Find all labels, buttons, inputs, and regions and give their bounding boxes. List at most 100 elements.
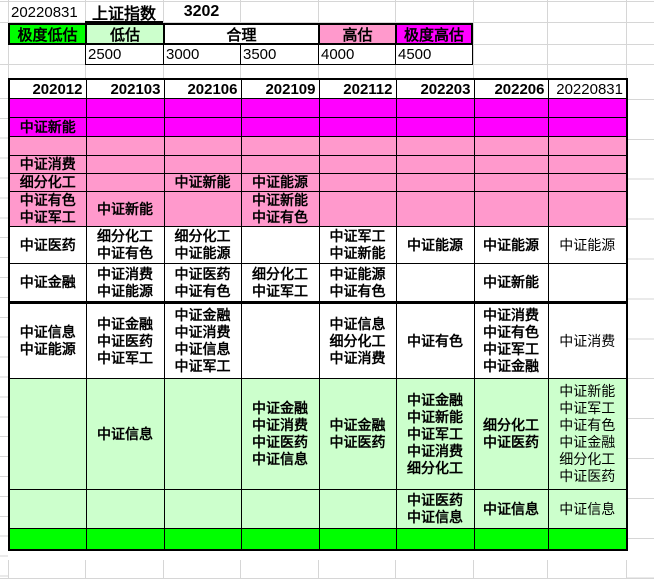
cell-20220831-r1[interactable]	[547, 117, 628, 137]
cell-20220831-r8[interactable]: 中证消费	[547, 302, 628, 379]
scale-extreme-undervalued[interactable]: 极度低估	[10, 25, 85, 44]
threshold-4000[interactable]: 4000	[318, 44, 395, 64]
column-header-202206[interactable]: 202206	[473, 78, 549, 99]
cell-202109-r8[interactable]	[240, 302, 320, 379]
cell-202112-r8[interactable]: 中证信息 细分化工 中证消费	[318, 302, 397, 379]
cell-20220831-r0[interactable]	[547, 98, 628, 118]
cell-202012-r4[interactable]: 细分化工	[8, 173, 87, 192]
cell-20220831-r6[interactable]: 中证能源	[547, 226, 628, 264]
cell-202203-r1[interactable]	[395, 117, 475, 137]
cell-202103-r2[interactable]	[85, 136, 165, 156]
cell-202103-r6[interactable]: 细分化工 中证有色	[85, 226, 165, 264]
cell-202109-r7[interactable]: 细分化工 中证军工	[240, 263, 320, 304]
cell-202112-r6[interactable]: 中证军工 中证新能	[318, 226, 397, 264]
cell-202012-r8[interactable]: 中证信息 中证能源	[8, 302, 87, 379]
column-header-202106[interactable]: 202106	[163, 78, 242, 99]
cell-202203-r9[interactable]: 中证金融 中证新能 中证军工 中证消费 细分化工	[395, 378, 475, 490]
cell-202012-r2[interactable]	[8, 136, 87, 156]
cell-202103-r8[interactable]: 中证金融 中证医药 中证军工	[85, 302, 165, 379]
cell-202109-r0[interactable]	[240, 98, 320, 118]
cell-202206-r0[interactable]	[473, 98, 549, 118]
threshold-2500[interactable]: 2500	[88, 45, 122, 63]
cell-202106-r9[interactable]	[163, 378, 242, 490]
cell-202012-r3[interactable]: 中证消费	[8, 155, 87, 174]
cell-20220831-r4[interactable]	[547, 173, 628, 192]
cell-202203-r3[interactable]	[395, 155, 475, 174]
threshold-4500[interactable]: 4500	[395, 44, 472, 64]
cell-202112-r5[interactable]	[318, 191, 397, 227]
cell-202203-r4[interactable]	[395, 173, 475, 192]
cell-202206-r10[interactable]: 中证信息	[473, 489, 549, 529]
cell-202012-r10[interactable]	[8, 489, 87, 529]
cell-202012-r5[interactable]: 中证有色 中证军工	[8, 191, 87, 227]
cell-202206-r9[interactable]: 细分化工 中证医药	[473, 378, 549, 490]
scale-extreme-overvalued[interactable]: 极度高估	[395, 25, 471, 44]
cell-202206-r6[interactable]: 中证能源	[473, 226, 549, 264]
cell-202112-r7[interactable]: 中证能源 中证有色	[318, 263, 397, 304]
cell-20220831-r5[interactable]	[547, 191, 628, 227]
cell-202109-r3[interactable]	[240, 155, 320, 174]
cell-202106-r5[interactable]	[163, 191, 242, 227]
index-name-cell[interactable]: 上证指数	[85, 2, 163, 23]
cell-202206-r7[interactable]: 中证新能	[473, 263, 549, 304]
cell-202012-r6[interactable]: 中证医药	[8, 226, 87, 264]
cell-202012-r1[interactable]: 中证新能	[8, 117, 87, 137]
cell-202206-r5[interactable]	[473, 191, 549, 227]
cell-202012-r11[interactable]	[8, 528, 87, 550]
cell-202203-r2[interactable]	[395, 136, 475, 156]
cell-202106-r2[interactable]	[163, 136, 242, 156]
column-header-20220831[interactable]: 20220831	[547, 78, 628, 99]
column-header-202112[interactable]: 202112	[318, 78, 397, 99]
cell-202112-r11[interactable]	[318, 528, 397, 550]
cell-202106-r3[interactable]	[163, 155, 242, 174]
cell-202103-r5[interactable]: 中证新能	[85, 191, 165, 227]
cell-202109-r4[interactable]: 中证能源	[240, 173, 320, 192]
cell-202012-r0[interactable]	[8, 98, 87, 118]
cell-202203-r5[interactable]	[395, 191, 475, 227]
cell-202112-r4[interactable]	[318, 173, 397, 192]
cell-20220831-r3[interactable]	[547, 155, 628, 174]
column-header-202103[interactable]: 202103	[85, 78, 165, 99]
cell-202103-r1[interactable]	[85, 117, 165, 137]
cell-202109-r6[interactable]	[240, 226, 320, 264]
cell-202109-r11[interactable]	[240, 528, 320, 550]
cell-20220831-r9[interactable]: 中证新能 中证军工 中证有色 中证金融 细分化工 中证医药	[547, 378, 628, 490]
cell-202206-r1[interactable]	[473, 117, 549, 137]
cell-202112-r1[interactable]	[318, 117, 397, 137]
cell-202103-r11[interactable]	[85, 528, 165, 550]
cell-202112-r0[interactable]	[318, 98, 397, 118]
cell-202206-r3[interactable]	[473, 155, 549, 174]
cell-20220831-r11[interactable]	[547, 528, 628, 550]
cell-202012-r7[interactable]: 中证金融	[8, 263, 87, 304]
cell-202109-r1[interactable]	[240, 117, 320, 137]
cell-202112-r10[interactable]	[318, 489, 397, 529]
scale-fair[interactable]: 合理	[163, 25, 318, 44]
cell-202109-r2[interactable]	[240, 136, 320, 156]
cell-202106-r1[interactable]	[163, 117, 242, 137]
cell-202206-r11[interactable]	[473, 528, 549, 550]
cell-202106-r4[interactable]: 中证新能	[163, 173, 242, 192]
column-header-202203[interactable]: 202203	[395, 78, 475, 99]
cell-202103-r9[interactable]: 中证信息	[85, 378, 165, 490]
cell-202109-r10[interactable]	[240, 489, 320, 529]
cell-202106-r6[interactable]: 细分化工 中证能源	[163, 226, 242, 264]
scale-overvalued[interactable]: 高估	[318, 25, 395, 44]
cell-202112-r9[interactable]: 中证金融 中证医药	[318, 378, 397, 490]
scale-undervalued[interactable]: 低估	[85, 25, 163, 44]
cell-202203-r8[interactable]: 中证有色	[395, 302, 475, 379]
index-value-cell[interactable]: 3202	[183, 3, 220, 20]
threshold-3000[interactable]: 3000	[163, 44, 240, 64]
cell-202106-r8[interactable]: 中证金融 中证消费 中证信息 中证军工	[163, 302, 242, 379]
cell-202109-r9[interactable]: 中证金融 中证消费 中证医药 中证信息	[240, 378, 320, 490]
threshold-3500[interactable]: 3500	[240, 44, 318, 64]
cell-202012-r9[interactable]	[8, 378, 87, 490]
cell-202103-r0[interactable]	[85, 98, 165, 118]
cell-202109-r5[interactable]: 中证新能 中证有色	[240, 191, 320, 227]
cell-202203-r7[interactable]	[395, 263, 475, 304]
cell-202106-r7[interactable]: 中证医药 中证有色	[163, 263, 242, 304]
cell-202103-r4[interactable]	[85, 173, 165, 192]
cell-20220831-r7[interactable]	[547, 263, 628, 304]
cell-202203-r6[interactable]: 中证能源	[395, 226, 475, 264]
cell-202203-r0[interactable]	[395, 98, 475, 118]
cell-202106-r0[interactable]	[163, 98, 242, 118]
